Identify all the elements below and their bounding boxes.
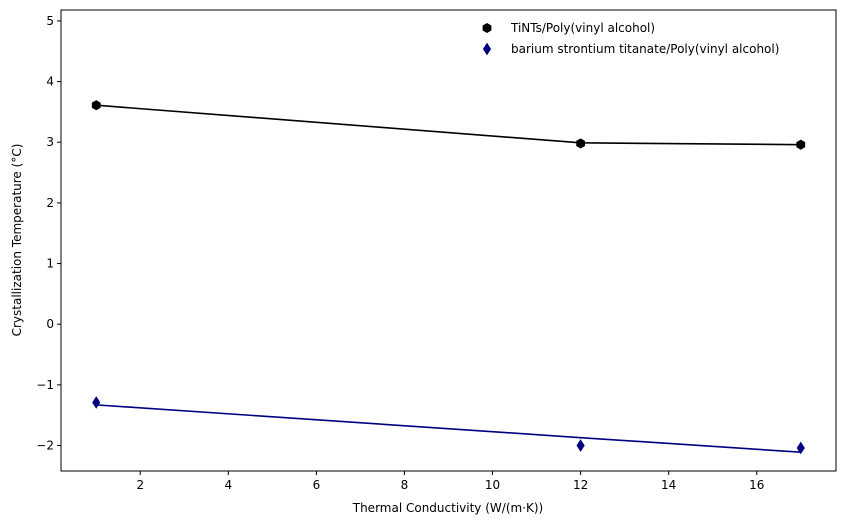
- fit-line-series-1: [96, 404, 801, 453]
- legend-marker-hexagon: [482, 22, 492, 34]
- y-tick-label: 5: [46, 14, 54, 28]
- y-tick-label: 2: [46, 196, 54, 210]
- data-point-series-1: [796, 441, 805, 455]
- x-tick-label: 10: [485, 478, 500, 492]
- y-tick-label: 0: [46, 317, 54, 331]
- x-axis-ticks: 2 4 6 8 10 12 14 16: [136, 471, 764, 492]
- x-tick-label: 2: [136, 478, 144, 492]
- x-tick-label: 6: [313, 478, 321, 492]
- y-tick-label: −2: [36, 439, 54, 453]
- legend-marker-series-1: [482, 42, 492, 56]
- legend-label-tints: TiNTs/Poly(vinyl alcohol): [510, 21, 655, 35]
- legend-label-bst: barium strontium titanate/Poly(vinyl alc…: [511, 42, 779, 56]
- y-tick-label: 1: [46, 257, 54, 271]
- legend-marker-series-0: [482, 22, 492, 34]
- legend-item-bst: barium strontium titanate/Poly(vinyl alc…: [482, 42, 779, 56]
- x-tick-label: 8: [401, 478, 409, 492]
- legend-item-tints: TiNTs/Poly(vinyl alcohol): [482, 21, 655, 35]
- legend: TiNTs/Poly(vinyl alcohol) barium stronti…: [482, 21, 779, 56]
- data-point-series-1: [576, 439, 585, 452]
- x-tick-label: 12: [573, 478, 588, 492]
- plot-area: [61, 10, 836, 471]
- y-axis-ticks: −2 −1 0 1 2 3 4 5: [36, 14, 61, 453]
- markers: [91, 100, 806, 455]
- data-point-series-1: [92, 396, 101, 409]
- x-tick-label: 14: [661, 478, 676, 492]
- x-tick-label: 16: [749, 478, 764, 492]
- x-axis-label: Thermal Conductivity (W/(m·K)): [352, 501, 543, 515]
- data-point-series-0: [796, 139, 806, 150]
- y-tick-label: 3: [46, 135, 54, 149]
- x-tick-label: 4: [225, 478, 233, 492]
- y-tick-label: −1: [36, 378, 54, 392]
- legend-marker-diamond: [482, 42, 492, 56]
- plot-frame: [60, 9, 837, 472]
- y-tick-label: 4: [46, 75, 54, 89]
- y-axis-label: Crystallization Temperature (°C): [10, 144, 24, 337]
- data-point-series-0: [576, 138, 585, 149]
- data-point-series-0: [91, 100, 101, 111]
